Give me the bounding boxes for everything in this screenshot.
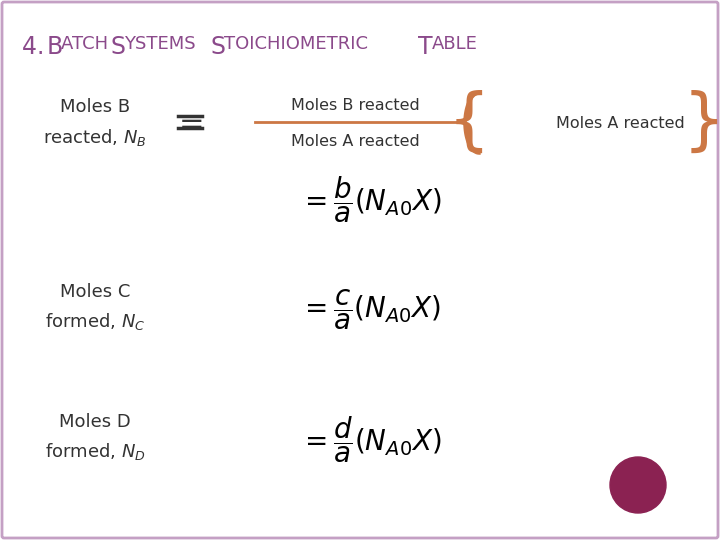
Text: Moles A reacted: Moles A reacted	[291, 133, 419, 148]
Text: Moles B reacted: Moles B reacted	[291, 98, 419, 112]
Circle shape	[610, 457, 666, 513]
Text: Moles C: Moles C	[60, 283, 130, 301]
Text: ABLE: ABLE	[432, 35, 478, 53]
Text: Moles D: Moles D	[59, 413, 131, 431]
Text: Moles A reacted: Moles A reacted	[556, 116, 685, 131]
Text: TOICHIOMETRIC: TOICHIOMETRIC	[224, 35, 374, 53]
Text: $=$: $=$	[173, 107, 203, 137]
Text: formed, $N_D$: formed, $N_D$	[45, 442, 145, 462]
Text: T: T	[418, 35, 433, 59]
Text: YSTEMS: YSTEMS	[124, 35, 202, 53]
Text: ATCH: ATCH	[61, 35, 114, 53]
Text: S: S	[210, 35, 225, 59]
Text: $\{$: $\{$	[447, 90, 483, 156]
Text: 4.: 4.	[22, 35, 52, 59]
Text: reacted, $N_B$: reacted, $N_B$	[43, 126, 147, 147]
Text: B: B	[47, 35, 63, 59]
Text: Moles B: Moles B	[60, 98, 130, 116]
Text: $= \dfrac{c}{a}\left(N_{A0}X\right)$: $= \dfrac{c}{a}\left(N_{A0}X\right)$	[299, 288, 441, 332]
Text: $= \dfrac{d}{a}\left(N_{A0}X\right)$: $= \dfrac{d}{a}\left(N_{A0}X\right)$	[299, 415, 441, 465]
Text: $\}$: $\}$	[682, 90, 718, 156]
Text: S: S	[110, 35, 125, 59]
Text: formed, $N_C$: formed, $N_C$	[45, 312, 145, 333]
Text: $= \dfrac{b}{a}\left(N_{A0}X\right)$: $= \dfrac{b}{a}\left(N_{A0}X\right)$	[299, 174, 441, 225]
